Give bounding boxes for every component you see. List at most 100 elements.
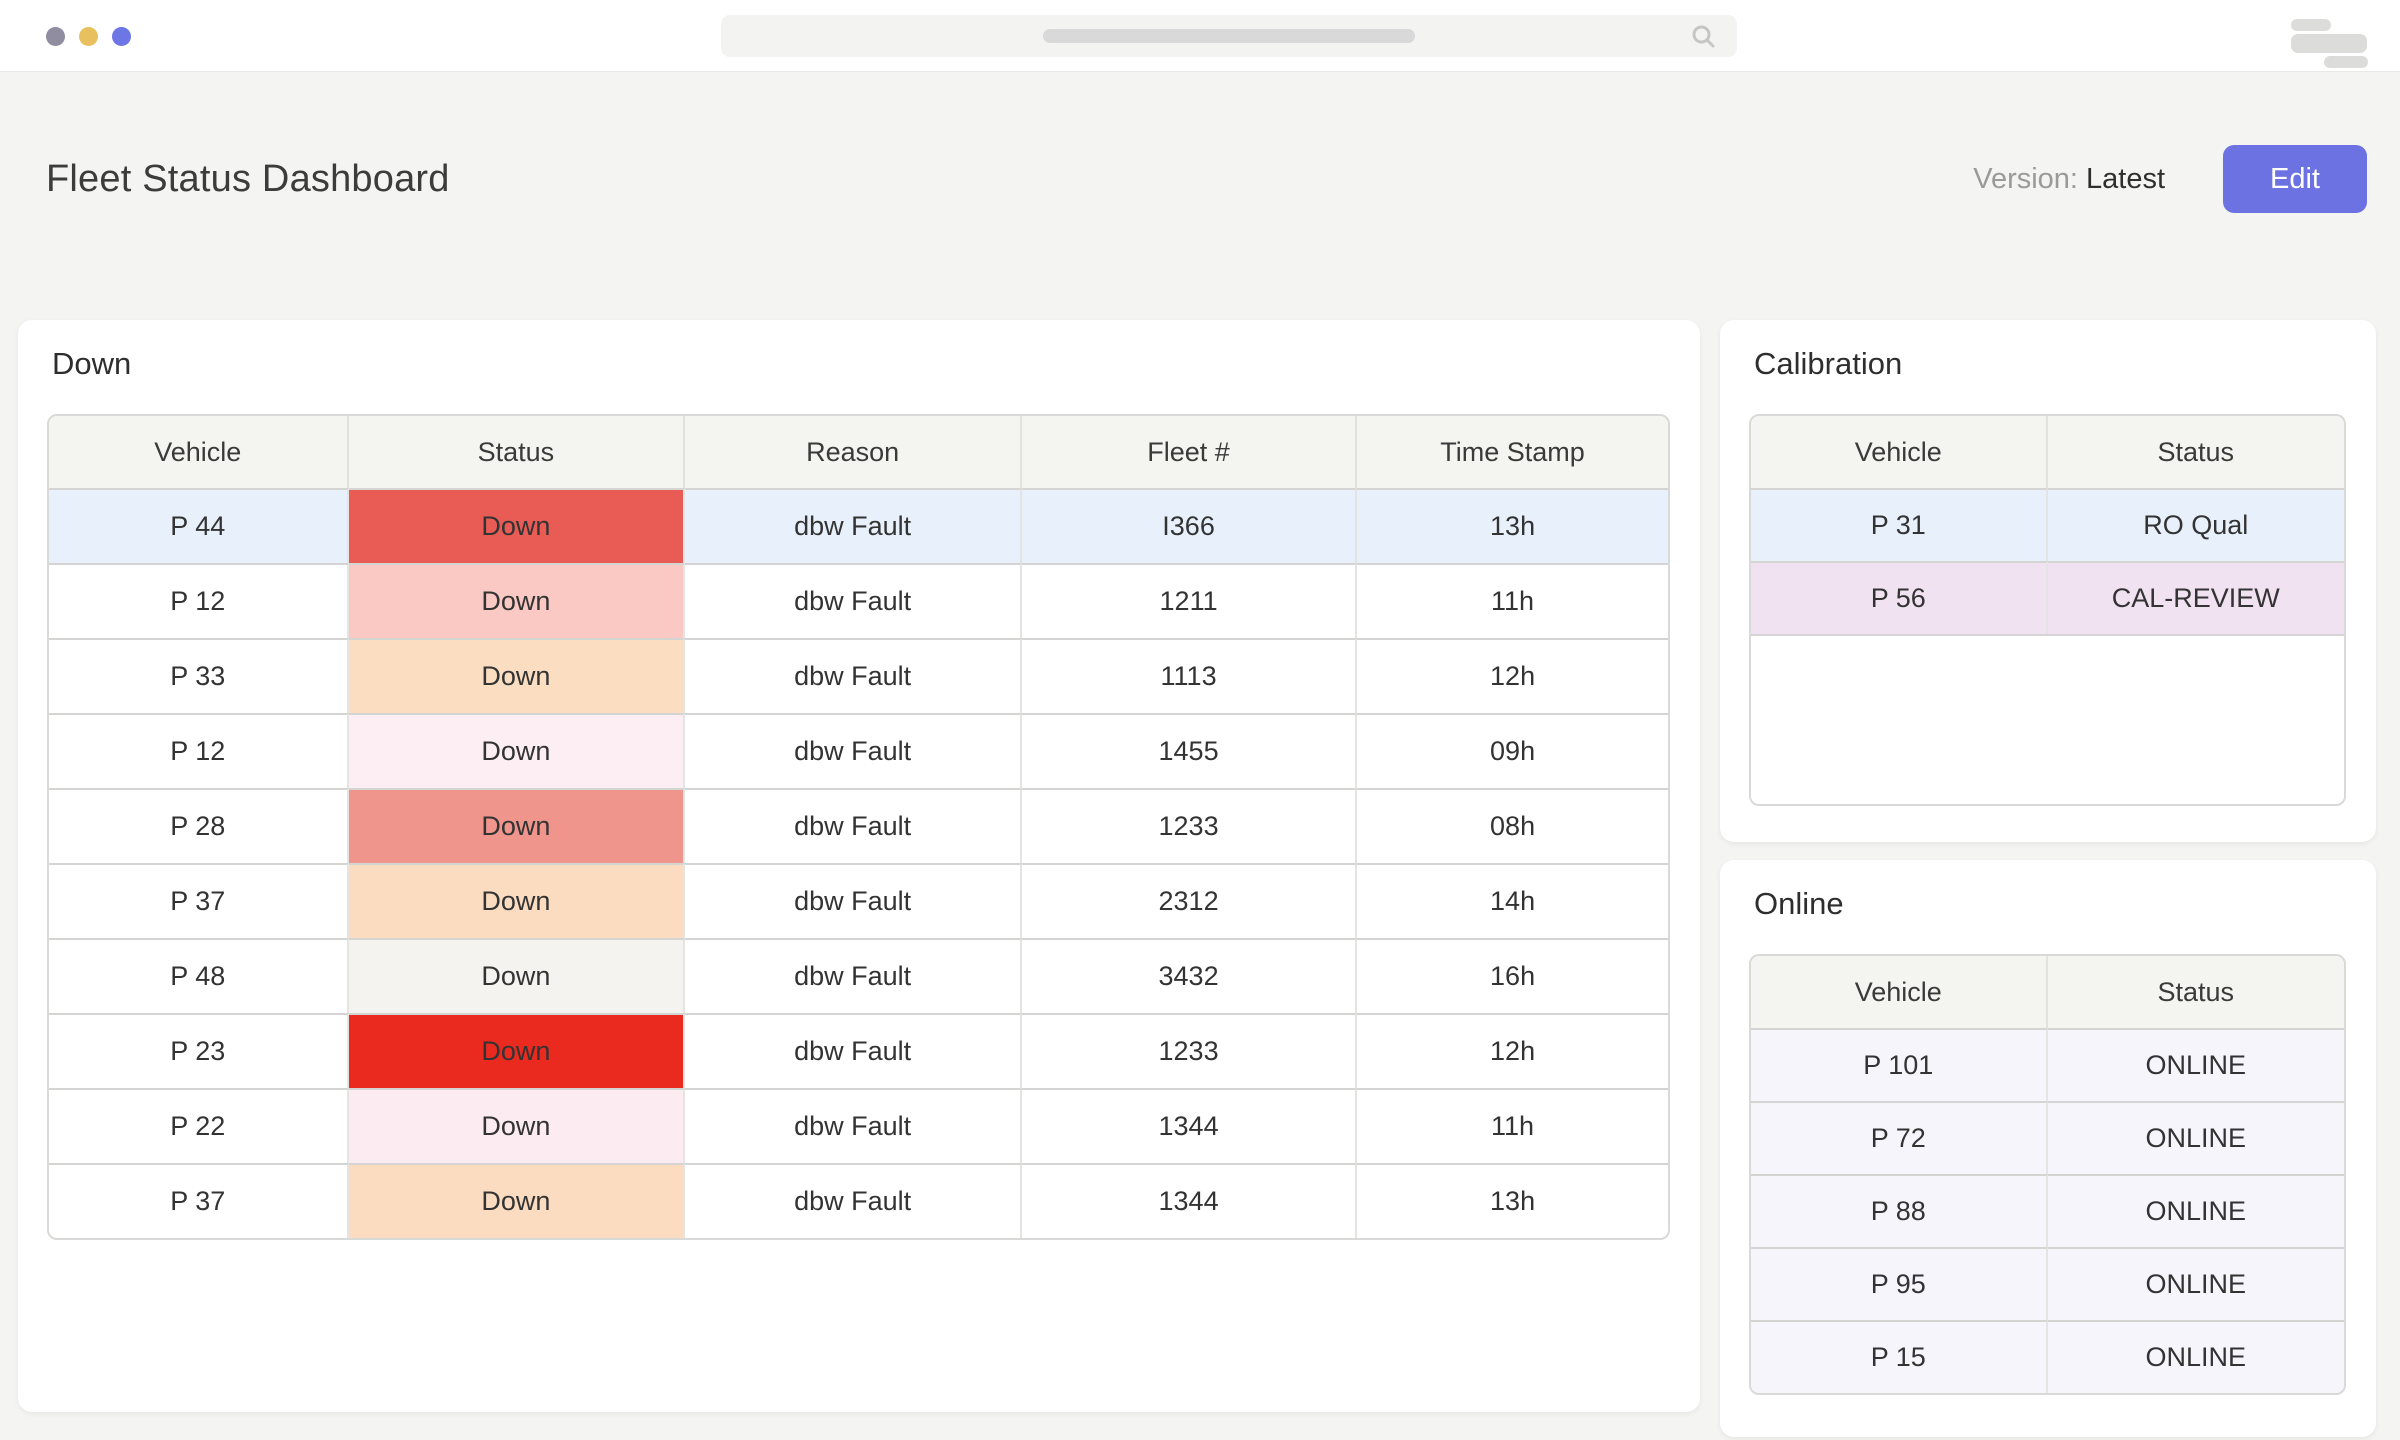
version-value: Latest (2086, 162, 2165, 195)
cell-vehicle: P 22 (49, 1088, 349, 1163)
window-controls (46, 27, 131, 46)
browser-topbar (0, 0, 2400, 72)
cell-timestamp: 12h (1357, 1013, 1668, 1088)
edit-button[interactable]: Edit (2223, 145, 2367, 213)
column-header-fleet: Fleet # (1022, 416, 1358, 488)
search-icon (1692, 25, 1715, 48)
column-header-reason: Reason (685, 416, 1022, 488)
cell-vehicle: P 72 (1751, 1101, 2048, 1174)
column-header-vehicle: Vehicle (1751, 956, 2048, 1028)
column-header-status: Status (2047, 416, 2344, 488)
column-header-vehicle: Vehicle (49, 416, 349, 488)
table-row: P 12 Down dbw Fault 1455 09h (49, 713, 1668, 788)
calibration-table: Vehicle Status P 31 RO Qual P 56 C (1749, 414, 2346, 806)
search-input[interactable] (721, 15, 1737, 57)
down-table-header-row: Vehicle Status Reason Fleet # Time Stamp (49, 416, 1668, 488)
panel-down-title: Down (52, 346, 132, 381)
cell-status: Down (348, 713, 686, 788)
cell-reason: dbw Fault (685, 938, 1022, 1013)
cell-vehicle: P 15 (1751, 1320, 2048, 1393)
panel-online-title: Online (1754, 886, 1844, 921)
table-row: P 15 ONLINE (1751, 1320, 2344, 1393)
cell-vehicle: P 12 (49, 713, 349, 788)
online-table: Vehicle Status P 101 ONLINE P 72 O (1749, 954, 2346, 1395)
cell-status: Down (348, 488, 686, 563)
cell-status: Down (348, 638, 686, 713)
table-row: P 12 Down dbw Fault 1211 11h (49, 563, 1668, 638)
table-row: P 28 Down dbw Fault 1233 08h (49, 788, 1668, 863)
cell-vehicle: P 101 (1751, 1028, 2048, 1101)
cell-timestamp: 13h (1357, 488, 1668, 563)
table-row: P 37 Down dbw Fault 1344 13h (49, 1163, 1668, 1238)
cell-timestamp: 14h (1357, 863, 1668, 938)
table-row: P 48 Down dbw Fault 3432 16h (49, 938, 1668, 1013)
cell-vehicle: P 56 (1751, 561, 2048, 634)
table-row: P 95 ONLINE (1751, 1247, 2344, 1320)
column-header-vehicle: Vehicle (1751, 416, 2048, 488)
version-label: Version: (1973, 162, 2078, 195)
cell-fleet: 1233 (1022, 1013, 1358, 1088)
cell-vehicle: P 33 (49, 638, 349, 713)
cell-timestamp: 11h (1357, 563, 1668, 638)
cell-timestamp: 12h (1357, 638, 1668, 713)
cell-vehicle: P 23 (49, 1013, 349, 1088)
column-header-timestamp: Time Stamp (1357, 416, 1668, 488)
cell-vehicle: P 28 (49, 788, 349, 863)
cell-status: ONLINE (2047, 1028, 2344, 1101)
calibration-table-header-row: Vehicle Status (1751, 416, 2344, 488)
cell-fleet: 1113 (1022, 638, 1358, 713)
cell-status: Down (348, 863, 686, 938)
cell-status: Down (348, 563, 686, 638)
cell-status: Down (348, 788, 686, 863)
cell-vehicle: P 12 (49, 563, 349, 638)
table-row: P 56 CAL-REVIEW (1751, 561, 2344, 634)
window-dot-zoom[interactable] (112, 27, 131, 46)
table-row: P 37 Down dbw Fault 2312 14h (49, 863, 1668, 938)
cell-reason: dbw Fault (685, 863, 1022, 938)
cell-fleet: 1233 (1022, 788, 1358, 863)
cell-status: ONLINE (2047, 1101, 2344, 1174)
empty-table-area (1751, 634, 2344, 804)
version-indicator: Version: Latest (1973, 163, 2165, 196)
column-header-status: Status (2047, 956, 2344, 1028)
page-title: Fleet Status Dashboard (46, 157, 450, 200)
table-row: P 44 Down dbw Fault I366 13h (49, 488, 1668, 563)
cell-vehicle: P 88 (1751, 1174, 2048, 1247)
cell-fleet: 3432 (1022, 938, 1358, 1013)
cell-reason: dbw Fault (685, 1088, 1022, 1163)
table-row: P 23 Down dbw Fault 1233 12h (49, 1013, 1668, 1088)
cell-reason: dbw Fault (685, 638, 1022, 713)
panel-calibration: Calibration Vehicle Status P 31 (1720, 320, 2376, 842)
cell-vehicle: P 37 (49, 1163, 349, 1238)
cell-status: Down (348, 1163, 686, 1238)
cell-timestamp: 16h (1357, 938, 1668, 1013)
cell-fleet: 1344 (1022, 1088, 1358, 1163)
cell-status: ONLINE (2047, 1174, 2344, 1247)
cell-reason: dbw Fault (685, 488, 1022, 563)
cell-status: ONLINE (2047, 1247, 2344, 1320)
menu-icon[interactable] (2291, 19, 2368, 68)
online-table-header-row: Vehicle Status (1751, 956, 2344, 1028)
cell-status: RO Qual (2047, 488, 2344, 561)
cell-fleet: I366 (1022, 488, 1358, 563)
window-dot-minimize[interactable] (79, 27, 98, 46)
page-header: Fleet Status Dashboard Version: Latest Ed… (46, 145, 2367, 213)
cell-reason: dbw Fault (685, 1163, 1022, 1238)
panel-down: Down Vehicle Status Reason Fleet # Time … (18, 320, 1700, 1412)
cell-vehicle: P 31 (1751, 488, 2048, 561)
cell-vehicle: P 44 (49, 488, 349, 563)
cell-vehicle: P 48 (49, 938, 349, 1013)
page-body: Fleet Status Dashboard Version: Latest Ed… (0, 145, 2400, 1437)
cell-reason: dbw Fault (685, 1013, 1022, 1088)
cell-reason: dbw Fault (685, 563, 1022, 638)
cell-fleet: 1344 (1022, 1163, 1358, 1238)
cell-timestamp: 08h (1357, 788, 1668, 863)
search-placeholder-pill (1043, 29, 1415, 43)
cell-timestamp: 13h (1357, 1163, 1668, 1238)
cell-timestamp: 11h (1357, 1088, 1668, 1163)
cell-reason: dbw Fault (685, 713, 1022, 788)
column-header-status: Status (348, 416, 686, 488)
window-dot-close[interactable] (46, 27, 65, 46)
cell-fleet: 1211 (1022, 563, 1358, 638)
cell-reason: dbw Fault (685, 788, 1022, 863)
